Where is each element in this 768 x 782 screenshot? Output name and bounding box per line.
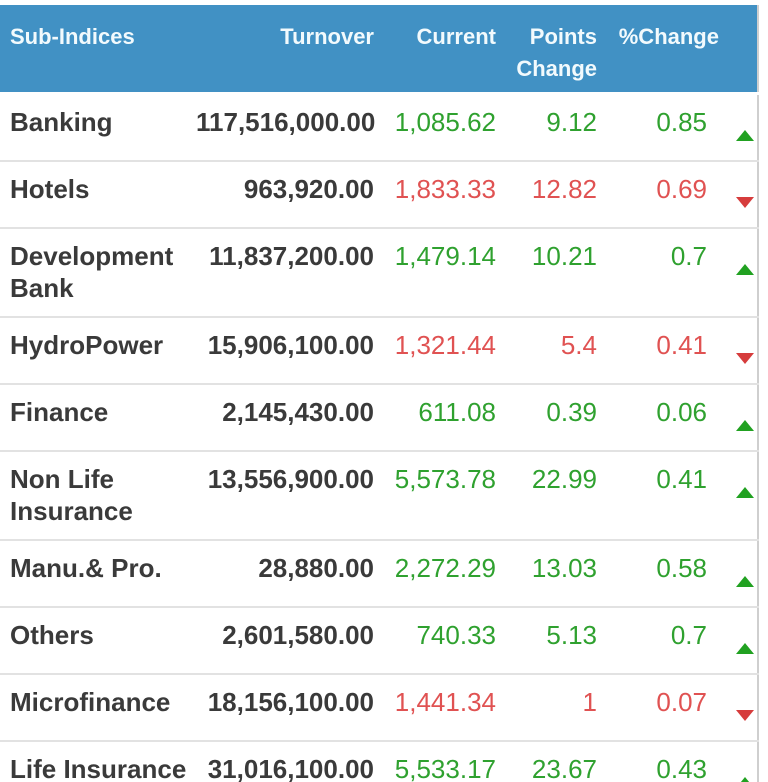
table-row: Banking 117,516,000.00 1,085.62 9.12 0.85 xyxy=(0,93,758,162)
percent-change-value: 0.69 xyxy=(656,174,707,204)
current-value: 1,833.33 xyxy=(394,174,496,204)
name: Microfinance xyxy=(10,687,171,717)
points-change-value: 1 xyxy=(582,687,597,717)
trend-cell xyxy=(711,451,758,540)
percent-change-value: 0.41 xyxy=(656,464,707,494)
turnover-value: 117,516,000.00 xyxy=(196,107,376,137)
column-header-points-change: Points Change xyxy=(500,5,601,95)
points-change-value: 5.13 xyxy=(546,620,597,650)
down-arrow-icon xyxy=(736,353,754,364)
up-arrow-icon xyxy=(736,487,754,498)
name: Manu.& Pro. xyxy=(10,553,162,583)
trend-cell xyxy=(711,228,758,317)
trend-cell xyxy=(711,607,758,674)
points-change-value: 23.67 xyxy=(531,754,597,782)
turnover-value: 13,556,900.00 xyxy=(207,464,374,494)
current-value: 611.08 xyxy=(418,397,496,427)
turnover-value: 15,906,100.00 xyxy=(207,330,374,360)
trend-cell xyxy=(711,741,758,782)
turnover-value: 963,920.00 xyxy=(243,174,374,204)
points-change-value: 13.03 xyxy=(531,553,597,583)
up-arrow-icon xyxy=(736,264,754,275)
percent-change-value: 0.85 xyxy=(656,107,707,137)
name: Non Life Insurance xyxy=(10,464,133,526)
turnover-value: 31,016,100.00 xyxy=(207,754,374,782)
down-arrow-icon xyxy=(736,710,754,721)
up-arrow-icon xyxy=(736,777,754,782)
points-change-value: 9.12 xyxy=(546,107,597,137)
points-change-value: 12.82 xyxy=(531,174,597,204)
up-arrow-icon xyxy=(736,643,754,654)
turnover-value: 18,156,100.00 xyxy=(207,687,374,717)
table-body: Banking 117,516,000.00 1,085.62 9.12 0.85 Hot… xyxy=(0,93,758,782)
sub-indices-widget: Sub-Indices Turnover Current Points Chan… xyxy=(0,5,768,782)
table-row: Non Life Insurance 13,556,900.00 5,573.78 2… xyxy=(0,451,758,540)
percent-change-value: 0.06 xyxy=(656,397,707,427)
table-row: HydroPower 15,906,100.00 1,321.44 5.4 0.41 xyxy=(0,317,758,384)
down-arrow-icon xyxy=(736,197,754,208)
sub-indices-table: Sub-Indices Turnover Current Points Chan… xyxy=(0,5,759,782)
table-row: Microfinance 18,156,100.00 1,441.34 1 0.07 xyxy=(0,674,758,741)
points-change-value: 22.99 xyxy=(531,464,597,494)
current-value: 2,272.29 xyxy=(394,553,496,583)
current-value: 1,085.62 xyxy=(394,107,496,137)
name: HydroPower xyxy=(10,330,164,360)
table-row: Development Bank 11,837,200.00 1,479.14 10.… xyxy=(0,228,758,317)
table-header: Sub-Indices Turnover Current Points Chan… xyxy=(0,5,758,95)
trend-cell xyxy=(711,317,758,384)
turnover-value: 11,837,200.00 xyxy=(209,241,374,271)
trend-cell xyxy=(711,384,758,451)
turnover-value: 2,145,430.00 xyxy=(222,397,374,427)
turnover-value: 2,601,580.00 xyxy=(222,620,374,650)
header-row: Sub-Indices Turnover Current Points Chan… xyxy=(0,5,758,95)
percent-change-value: 0.7 xyxy=(670,241,707,271)
percent-change-value: 0.43 xyxy=(656,754,707,782)
up-arrow-icon xyxy=(736,130,754,141)
current-value: 1,321.44 xyxy=(394,330,496,360)
table-row: Manu.& Pro. 28,880.00 2,272.29 13.03 0.58 xyxy=(0,540,758,607)
percent-change-value: 0.07 xyxy=(656,687,707,717)
up-arrow-icon xyxy=(736,576,754,587)
name: Life Insurance xyxy=(10,754,187,782)
name: Development Bank xyxy=(10,241,174,303)
trend-cell xyxy=(711,540,758,607)
current-value: 1,479.14 xyxy=(394,241,496,271)
turnover-value: 28,880.00 xyxy=(258,553,374,583)
current-value: 5,533.17 xyxy=(394,754,496,782)
column-header-turnover: Turnover xyxy=(192,5,378,95)
up-arrow-icon xyxy=(736,420,754,431)
name: Finance xyxy=(10,397,109,427)
percent-change-value: 0.41 xyxy=(656,330,707,360)
column-header-sub-indices: Sub-Indices xyxy=(0,5,192,95)
column-header-percent-change: %Change xyxy=(601,5,758,95)
name: Banking xyxy=(10,107,113,137)
table-row: Finance 2,145,430.00 611.08 0.39 0.06 xyxy=(0,384,758,451)
table-row: Life Insurance 31,016,100.00 5,533.17 23.67… xyxy=(0,741,758,782)
name: Hotels xyxy=(10,174,90,204)
current-value: 740.33 xyxy=(416,620,496,650)
column-header-current: Current xyxy=(378,5,500,95)
points-change-value: 0.39 xyxy=(546,397,597,427)
points-change-value: 10.21 xyxy=(531,241,597,271)
points-change-value: 5.4 xyxy=(560,330,597,360)
trend-cell xyxy=(711,674,758,741)
name: Others xyxy=(10,620,94,650)
table-row: Hotels 963,920.00 1,833.33 12.82 0.69 xyxy=(0,161,758,228)
percent-change-value: 0.58 xyxy=(656,553,707,583)
current-value: 5,573.78 xyxy=(394,464,496,494)
trend-cell xyxy=(711,94,758,162)
current-value: 1,441.34 xyxy=(394,687,496,717)
percent-change-value: 0.7 xyxy=(670,620,707,650)
trend-cell xyxy=(711,161,758,228)
table-row: Others 2,601,580.00 740.33 5.13 0.7 xyxy=(0,607,758,674)
